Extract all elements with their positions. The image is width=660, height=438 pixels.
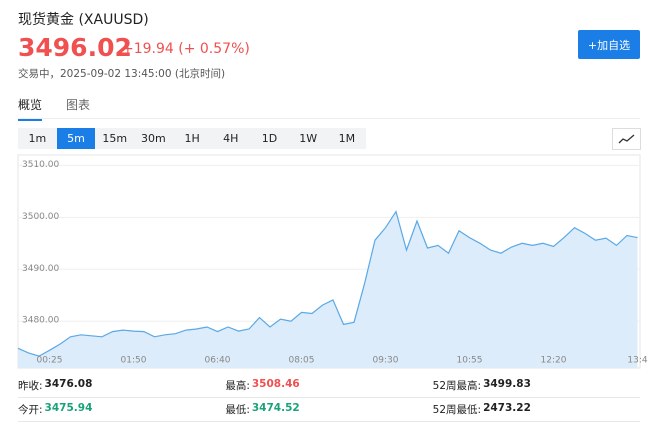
interval-button[interactable]: 4H — [223, 132, 239, 145]
interval-bar: 1m 5m 15m 30m 1H 4H 1D 1W 1M — [18, 128, 367, 149]
stat-label: 最低: — [225, 404, 250, 416]
interval-button[interactable]: 1D — [261, 132, 278, 145]
stat: 今开: 3475.94 — [18, 402, 225, 417]
stat-value: 2473.22 — [483, 402, 531, 414]
x-tick-label: 06:40 — [205, 356, 231, 366]
stat: 最高: 3508.46 — [225, 378, 432, 393]
y-tick-label: 3510.00 — [22, 160, 59, 170]
stat-value: 3475.94 — [44, 402, 93, 414]
stat-value: 3476.08 — [44, 378, 93, 390]
title: 现货黄金 (XAUUSD) — [18, 12, 149, 28]
interval-button[interactable]: 1H — [184, 132, 200, 145]
x-tick-label: 12:20 — [541, 356, 567, 366]
interval-button[interactable]: 1W — [299, 132, 318, 145]
stat: 52周最高: 3499.83 — [433, 378, 640, 393]
x-tick-label: 09:30 — [373, 356, 399, 366]
tab[interactable]: 图表 — [66, 98, 91, 112]
stat: 最低: 3474.52 — [225, 402, 432, 417]
line — [17, 210, 638, 357]
y-tick-label: 3480.00 — [22, 316, 59, 326]
add-watchlist-button[interactable]: +加自选 — [578, 30, 640, 59]
x-tick-label: 10:55 — [457, 356, 483, 366]
x-tick-label: 08:05 — [289, 356, 315, 366]
tabs: 概览 图表 — [18, 96, 90, 121]
stat-label: 昨收: — [18, 380, 43, 392]
stat-label: 52周最低: — [432, 404, 482, 416]
chart-type-button[interactable] — [612, 128, 641, 150]
stat-value: 3474.52 — [251, 402, 300, 414]
stat-value: 3508.46 — [251, 378, 300, 390]
interval-button[interactable]: 5m — [56, 128, 96, 149]
stat: 昨收: 3476.08 — [18, 378, 225, 393]
stat-label: 最高: — [225, 380, 250, 392]
interval-button[interactable]: 1m — [28, 132, 47, 145]
interval-button[interactable]: 30m — [141, 132, 166, 145]
x-tick-label: 00:25 — [37, 356, 63, 366]
x-tick-label: 13:4 — [627, 356, 647, 366]
stat-label: 52周最高: — [432, 380, 482, 392]
price: 3496.02 — [18, 33, 132, 62]
stat-value: 3499.83 — [483, 378, 531, 390]
interval-button[interactable]: 15m — [102, 132, 128, 145]
divider — [18, 118, 640, 119]
stats-row: 昨收: 3476.08 最高: 3508.46 52周最高: 3499.83 — [18, 374, 640, 398]
stat: 52周最低: 2473.22 — [433, 402, 640, 417]
x-tick-label: 01:50 — [121, 356, 147, 366]
stats-row: 今开: 3475.94 最低: 3474.52 52周最低: 2473.22 — [18, 398, 640, 422]
interval-button[interactable]: 1M — [338, 132, 356, 145]
area — [18, 211, 638, 368]
tab[interactable]: 概览 — [18, 96, 43, 121]
change: +19.94 (+ 0.57%) — [122, 41, 250, 57]
stat-label: 今开: — [18, 404, 43, 416]
y-tick-label: 3500.00 — [22, 212, 59, 222]
chart: 3480.00 3490.00 3500.00 3510.00 00:25 01:50 06… — [17, 154, 648, 369]
y-tick-label: 3490.00 — [22, 264, 59, 274]
status: 交易中，2025-09-02 13:45:00 (北京时间) — [18, 68, 226, 80]
